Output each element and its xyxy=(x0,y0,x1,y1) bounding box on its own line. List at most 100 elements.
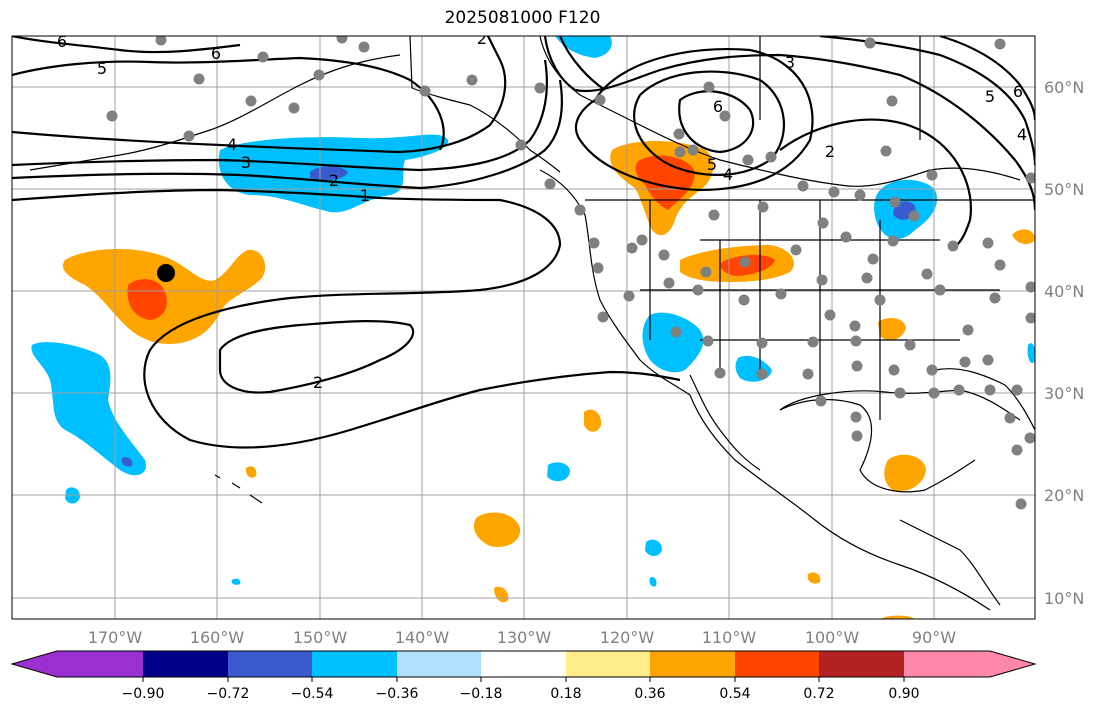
colorbar-tick-label: 0.72 xyxy=(803,686,834,702)
lat-label: 50°N xyxy=(1044,180,1084,199)
colorbar-min-extend xyxy=(12,651,57,677)
pos-anomaly-small-9 xyxy=(880,615,915,619)
colorbar-segment xyxy=(143,651,228,677)
colorbar-segment xyxy=(819,651,904,677)
contour-label: 5 xyxy=(707,155,717,174)
lon-label: 90°W xyxy=(912,628,956,647)
colorbar-segments xyxy=(57,651,990,677)
map-frame xyxy=(11,35,1036,620)
lat-label: 20°N xyxy=(1044,486,1084,505)
contour-labels: 6 5 6 4 3 2 1 2 2 3 6 5 4 5 6 4 2 xyxy=(57,29,1027,392)
lon-label: 160°W xyxy=(190,628,245,647)
neg-anomaly-small-4 xyxy=(649,577,657,587)
contour-3-east xyxy=(543,36,1035,211)
contour-label: 4 xyxy=(227,135,237,154)
colorbar-max-extend xyxy=(990,651,1035,677)
graticule xyxy=(12,36,1035,619)
lon-label: 150°W xyxy=(293,628,348,647)
highlight-marker xyxy=(157,264,175,282)
contour-label: 5 xyxy=(985,87,995,106)
colorbar-tick-label: −0.36 xyxy=(376,686,419,702)
colorbar-segment xyxy=(650,651,735,677)
colorbar-tick-label: 0.54 xyxy=(719,686,750,702)
contour-label: 6 xyxy=(57,32,67,51)
pos-anomaly-small-8 xyxy=(1012,229,1035,245)
pos-anomaly-small-2 xyxy=(584,409,602,432)
pos-anomaly-small-1 xyxy=(473,512,521,548)
latitude-labels: 60°N 50°N 40°N 30°N 20°N 10°N xyxy=(1044,78,1084,608)
lon-label: 100°W xyxy=(805,628,860,647)
contour-label: 2 xyxy=(477,29,487,48)
lon-label: 120°W xyxy=(600,628,655,647)
contour-4-low xyxy=(574,47,814,192)
pos-anomaly-small-7 xyxy=(807,572,821,584)
contour-label: 5 xyxy=(97,59,107,78)
lon-label: 170°W xyxy=(88,628,143,647)
contour-label: 2 xyxy=(329,171,339,190)
contour-label: 2 xyxy=(313,373,323,392)
colorbar-segment xyxy=(566,651,650,677)
colorbar-ticks xyxy=(142,677,905,682)
colorbar-outline xyxy=(10,650,1037,678)
anomaly-shading xyxy=(31,36,1035,619)
colorbar-segment xyxy=(228,651,312,677)
neg-anomaly-southwest xyxy=(642,312,704,373)
map-title: 2025081000 F120 xyxy=(444,8,601,28)
neg-anomaly-small-5 xyxy=(231,578,241,585)
colorbar-tick-label: 0.36 xyxy=(634,686,665,702)
lon-label: 130°W xyxy=(497,628,552,647)
contour-3 xyxy=(12,59,548,172)
colorbar: −0.90 −0.72 −0.54 −0.36 −0.18 0.18 0.36 … xyxy=(10,650,1037,702)
contour-2-north xyxy=(12,79,563,190)
colorbar-tick-labels: −0.90 −0.72 −0.54 −0.36 −0.18 0.18 0.36 … xyxy=(122,686,920,702)
colorbar-segment xyxy=(397,651,481,677)
neg-anomaly-west xyxy=(31,342,146,476)
neg-anomaly-small-2 xyxy=(547,462,570,482)
lat-label: 10°N xyxy=(1044,589,1084,608)
contour-6-east xyxy=(939,36,1035,121)
pos-anomaly-pacific-core xyxy=(127,279,167,320)
colorbar-segment xyxy=(904,651,990,677)
lat-label: 40°N xyxy=(1044,282,1084,301)
colorbar-segment xyxy=(312,651,397,677)
contour-6-nw xyxy=(12,36,241,54)
contour-label: 2 xyxy=(825,142,835,161)
pos-anomaly-small-4 xyxy=(878,318,906,341)
pos-anomaly-small-3 xyxy=(884,454,926,491)
pos-anomaly-small-5 xyxy=(245,466,257,478)
colorbar-tick-label: 0.90 xyxy=(888,686,919,702)
contour-label: 6 xyxy=(713,97,723,116)
colorbar-tick-label: 0.18 xyxy=(550,686,581,702)
colorbar-tick-label: −0.72 xyxy=(207,686,250,702)
contour-4 xyxy=(12,36,507,154)
contour-4-east xyxy=(779,118,972,251)
stations xyxy=(106,36,1035,510)
colorbar-tick-label: −0.54 xyxy=(291,686,334,702)
contour-label: 3 xyxy=(241,153,251,172)
longitude-labels: 170°W 160°W 150°W 140°W 130°W 120°W 110°… xyxy=(88,628,956,647)
lon-label: 140°W xyxy=(395,628,450,647)
colorbar-segment xyxy=(735,651,819,677)
lon-label: 110°W xyxy=(702,628,757,647)
neg-anomaly-east-coast xyxy=(1027,343,1035,364)
contour-label: 3 xyxy=(785,53,795,72)
lat-label: 30°N xyxy=(1044,384,1084,403)
colorbar-segment xyxy=(481,651,566,677)
neg-anomaly-alaska xyxy=(555,36,612,58)
contour-1 xyxy=(12,188,681,449)
colorbar-tick-label: −0.90 xyxy=(122,686,165,702)
neg-anomaly-west-core xyxy=(121,457,133,467)
lat-label: 60°N xyxy=(1044,78,1084,97)
colorbar-segment xyxy=(57,651,143,677)
contour-6-low xyxy=(678,90,755,154)
contour-label: 4 xyxy=(723,165,733,184)
contour-label: 4 xyxy=(1017,125,1027,144)
contour-2-south xyxy=(218,320,415,394)
contour-label: 6 xyxy=(211,44,221,63)
contour-label: 6 xyxy=(1013,82,1023,101)
contour-label: 1 xyxy=(360,186,370,205)
colorbar-tick-label: −0.18 xyxy=(460,686,503,702)
contour-2-pnw xyxy=(558,36,606,91)
neg-anomaly-small-3 xyxy=(645,539,662,556)
